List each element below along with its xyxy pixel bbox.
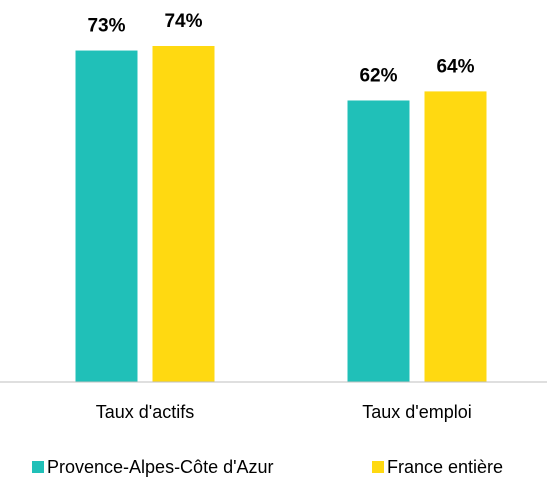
data-label: 73% (87, 16, 125, 37)
data-label: 64% (436, 56, 474, 77)
bar (424, 91, 487, 383)
bar (75, 50, 138, 383)
legend-swatch (32, 461, 44, 473)
x-tick-label: Taux d'emploi (362, 402, 472, 422)
bar (347, 100, 410, 383)
data-label: 62% (359, 66, 397, 87)
legend-swatch (372, 461, 384, 473)
legend-label: Provence-Alpes-Côte d'Azur (47, 457, 274, 477)
legend-label: France entière (387, 457, 503, 477)
bar (152, 46, 215, 382)
x-tick-label: Taux d'actifs (96, 402, 194, 422)
data-label: 74% (164, 11, 202, 32)
